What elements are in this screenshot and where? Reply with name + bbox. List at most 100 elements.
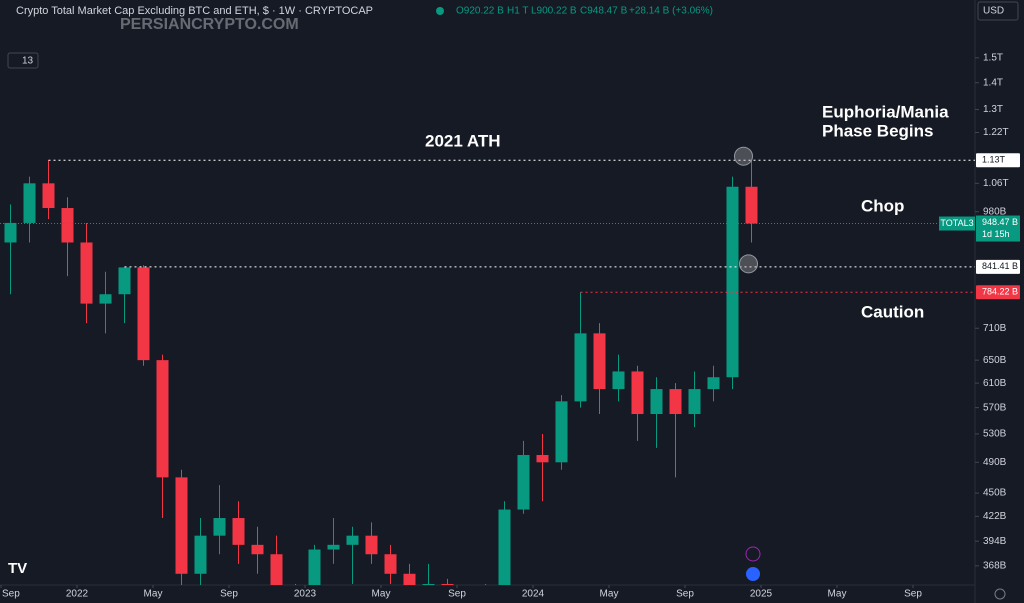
y-tick-label: 530B (983, 429, 1007, 440)
candle-body (156, 360, 169, 478)
x-tick-label: Sep (2, 589, 20, 600)
price-label: 948.47 B (982, 217, 1018, 227)
y-tick-label: 368B (983, 560, 1007, 571)
level-box (976, 259, 1020, 274)
candle-body (365, 535, 378, 555)
level-label: 784.22 B (982, 287, 1018, 297)
level-box (976, 153, 1020, 168)
logo: TV (8, 560, 27, 577)
candle-body (346, 535, 359, 545)
level-label: 841.41 B (982, 261, 1018, 271)
candle-body (99, 294, 112, 304)
status-dot (436, 7, 444, 15)
candle-body (688, 389, 701, 415)
x-tick-label: Sep (676, 589, 694, 600)
candle-body (612, 371, 625, 390)
indicator-count[interactable]: 13 (22, 56, 34, 67)
marker-circle (739, 254, 758, 274)
plot-area (4, 160, 758, 585)
y-tick-label: 610B (983, 378, 1007, 389)
ohlc-open: O920.22 B (456, 6, 504, 17)
ohlc-close: C948.47 B (580, 6, 628, 17)
x-tick-label: Sep (220, 589, 238, 600)
candle-body (403, 573, 416, 585)
candle-body (61, 208, 74, 243)
x-tick-label: 2022 (66, 589, 89, 600)
x-tick-label: 2024 (522, 589, 545, 600)
watermark: PERSIANCRYPTO.COM (120, 16, 299, 33)
symbol-box (939, 216, 975, 231)
candle-body (669, 389, 682, 415)
indicator-badge[interactable] (7, 52, 39, 69)
candle-body (384, 554, 397, 574)
y-tick-label: 1.4T (983, 77, 1003, 88)
y-tick-label: 490B (983, 457, 1007, 468)
candle-body (441, 583, 454, 585)
candle-body (498, 509, 511, 585)
ohlc-high: H1 T (507, 6, 529, 17)
candle-body (631, 371, 644, 415)
chart-title: Crypto Total Market Cap Excluding BTC an… (16, 5, 373, 17)
candle-body (745, 186, 758, 224)
candle-body (726, 186, 739, 378)
x-tick-label: May (372, 589, 391, 600)
y-tick-label: 1.3T (983, 104, 1003, 115)
level-label: 1.13T (982, 155, 1006, 165)
countdown-label: 1d 15h (982, 229, 1010, 239)
candle-body (80, 242, 93, 304)
candle-body (251, 544, 264, 555)
candle-body (194, 535, 207, 574)
x-tick-label: May (600, 589, 619, 600)
y-tick-label: 980B (983, 206, 1007, 217)
x-tick-label: May (144, 589, 163, 600)
candle-body (650, 389, 663, 415)
currency-button[interactable] (977, 1, 1019, 21)
candle-body (555, 401, 568, 463)
y-tick-label: 1.5T (983, 52, 1003, 63)
y-tick-label: 422B (983, 511, 1007, 522)
candle-body (137, 267, 150, 361)
candle-body (422, 583, 435, 585)
y-tick-label: 570B (983, 402, 1007, 413)
ohlc-low: L900.22 B (531, 6, 577, 17)
candle-body (118, 267, 131, 295)
candle-body (175, 477, 188, 574)
candle-body (327, 544, 340, 550)
currency[interactable]: USD (983, 6, 1004, 17)
candle-body (517, 455, 530, 510)
annotation: Euphoria/Mania (822, 102, 949, 121)
y-tick-label: 1.22T (983, 127, 1009, 138)
y-tick-label: 394B (983, 536, 1007, 547)
x-tick-label: Sep (448, 589, 466, 600)
candle-body (4, 222, 17, 243)
level-box (976, 285, 1020, 300)
candle-body (536, 455, 549, 463)
x-tick-label: May (828, 589, 847, 600)
candle-body (593, 333, 606, 390)
y-tick-label: 450B (983, 488, 1007, 499)
annotation: Caution (861, 302, 924, 321)
marker-circle (734, 146, 753, 166)
ohlc-change: +28.14 B (+3.06%) (629, 6, 713, 17)
symbol-label: TOTAL3 (940, 218, 973, 228)
candle-body (213, 518, 226, 536)
y-tick-label: 710B (983, 323, 1007, 334)
candle-body (232, 518, 245, 545)
annotation: 2021 ATH (425, 131, 501, 150)
x-tick-label: 2025 (750, 589, 773, 600)
candle-body (707, 377, 720, 390)
candle-body (308, 549, 321, 585)
annotation: Chop (861, 196, 904, 215)
x-tick-label: 2023 (294, 589, 317, 600)
price-box (976, 215, 1020, 242)
event-icon[interactable] (746, 567, 760, 581)
event-icon[interactable] (745, 546, 761, 562)
y-tick-label: 1.06T (983, 178, 1009, 189)
candle-body (42, 183, 55, 209)
y-tick-label: 650B (983, 355, 1007, 366)
x-tick-label: Sep (904, 589, 922, 600)
candle-body (270, 554, 283, 585)
settings-icon[interactable] (994, 588, 1006, 600)
